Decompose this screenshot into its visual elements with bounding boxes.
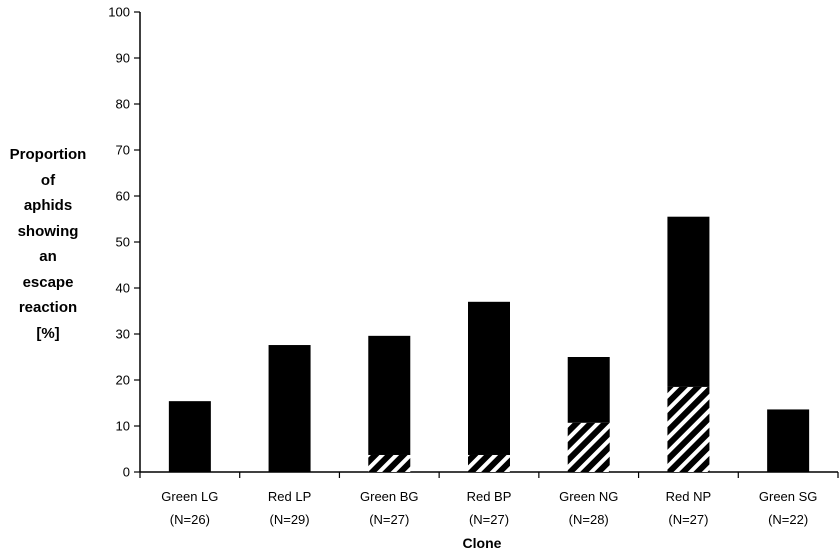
category-sample-size: (N=27) bbox=[469, 512, 509, 527]
category-sample-size: (N=27) bbox=[369, 512, 409, 527]
bar-solid bbox=[368, 335, 411, 455]
category-label: Red BP bbox=[467, 489, 512, 504]
category-label: Green SG bbox=[759, 489, 818, 504]
bar-solid bbox=[767, 409, 810, 472]
category-label: Red NP bbox=[666, 489, 712, 504]
y-tick-label: 50 bbox=[116, 235, 130, 250]
category-label: Green BG bbox=[360, 489, 419, 504]
y-tick-label: 10 bbox=[116, 419, 130, 434]
bar-hatched bbox=[468, 454, 510, 472]
y-axis-label-line: Proportion bbox=[9, 146, 87, 163]
y-axis-label-line: showing bbox=[17, 222, 79, 240]
x-axis-title: Clone bbox=[463, 535, 502, 551]
y-tick-label: 90 bbox=[116, 51, 130, 66]
y-axis-label-line: an bbox=[39, 248, 57, 265]
bar-solid bbox=[567, 357, 610, 423]
y-axis-label: Proportion of aphids showing an escape r… bbox=[0, 142, 96, 346]
bar-solid bbox=[168, 401, 211, 472]
category-sample-size: (N=28) bbox=[569, 512, 609, 527]
category-labels: Green LG (N=26) Red LP (N=29) Green BG (N=27)… bbox=[161, 489, 817, 527]
y-tick-label: 70 bbox=[116, 143, 130, 158]
category-label: Green LG bbox=[161, 489, 218, 504]
y-axis-label-line: aphids bbox=[23, 197, 73, 214]
bars bbox=[168, 216, 810, 472]
y-axis-label-line: [%] bbox=[36, 324, 60, 342]
bar-solid bbox=[268, 345, 311, 472]
y-axis-label-line: of bbox=[40, 171, 56, 189]
bar-hatched bbox=[567, 422, 610, 472]
bar-solid bbox=[468, 301, 510, 455]
y-tick-label: 20 bbox=[116, 373, 130, 388]
y-tick-label: 30 bbox=[116, 327, 130, 342]
y-tick-label: 40 bbox=[116, 281, 130, 296]
y-tick-label: 60 bbox=[116, 189, 130, 204]
category-sample-size: (N=22) bbox=[768, 512, 808, 527]
y-tick-label: 0 bbox=[123, 465, 130, 480]
y-tick-label: 100 bbox=[108, 5, 130, 20]
category-label: Red LP bbox=[268, 489, 311, 504]
category-sample-size: (N=26) bbox=[170, 512, 210, 527]
category-sample-size: (N=29) bbox=[270, 512, 310, 527]
category-label: Green NG bbox=[559, 489, 618, 504]
y-axis-label-line: reaction bbox=[18, 299, 78, 316]
category-sample-size: (N=27) bbox=[668, 512, 708, 527]
bar-hatched bbox=[368, 454, 411, 472]
bar-solid bbox=[667, 216, 710, 387]
y-axis-label-line: escape bbox=[22, 273, 74, 291]
y-tick-label: 80 bbox=[116, 97, 130, 112]
bar-hatched bbox=[667, 386, 710, 472]
